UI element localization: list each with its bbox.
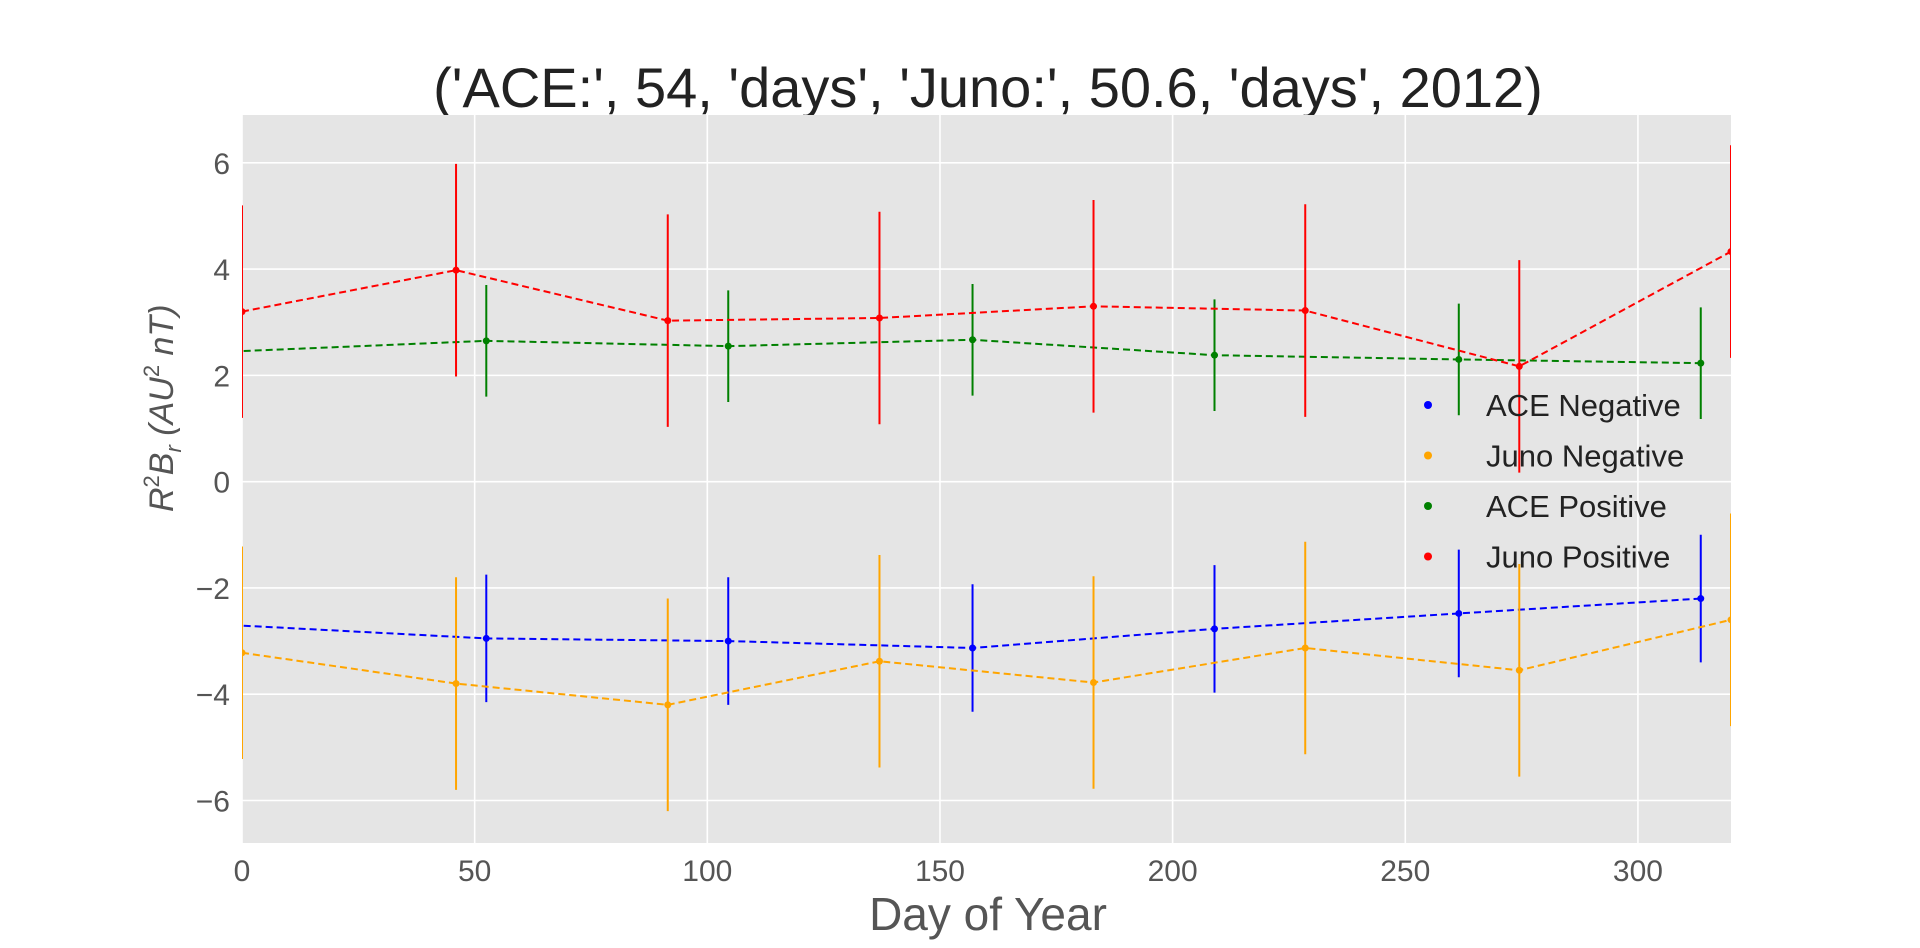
data-point <box>482 337 490 345</box>
series-ace-negative <box>229 534 1705 712</box>
y-tick-label: 0 <box>213 467 230 500</box>
legend-marker <box>1424 451 1432 460</box>
data-point <box>664 317 672 325</box>
x-tick-label: 200 <box>1148 855 1198 888</box>
data-point <box>875 314 883 322</box>
data-point <box>1090 302 1098 310</box>
legend-marker <box>1424 502 1432 510</box>
series-layer <box>229 145 1731 812</box>
data-point <box>1697 595 1705 603</box>
legend-item: Juno Negative <box>1424 439 1684 474</box>
data-point <box>1515 362 1523 370</box>
series-line <box>242 250 1731 368</box>
data-point <box>452 266 460 274</box>
data-point <box>1211 625 1219 633</box>
legend-item: ACE Positive <box>1424 489 1667 524</box>
legend-item: ACE Negative <box>1424 388 1681 423</box>
ylabel-unit-close: nT) <box>143 304 181 364</box>
data-point <box>452 680 460 688</box>
data-point <box>664 701 672 709</box>
y-tick-label: −2 <box>196 573 230 606</box>
data-point <box>1455 355 1463 363</box>
plot-area <box>242 115 1731 843</box>
data-point <box>482 634 490 642</box>
series-juno-positive <box>242 145 1731 473</box>
series-clip-group <box>229 145 1731 812</box>
chart-title: ('ACE:', 54, 'days', 'Juno:', 50.6, 'day… <box>433 56 1543 119</box>
data-point <box>1090 679 1098 687</box>
legend-item: Juno Positive <box>1424 540 1670 575</box>
data-point <box>1301 307 1309 315</box>
data-point <box>229 348 236 355</box>
data-point <box>1727 248 1731 256</box>
ylabel-base: R <box>143 487 181 512</box>
data-point <box>1515 666 1523 674</box>
legend-marker <box>1424 401 1432 409</box>
x-tick-label: 100 <box>682 855 732 888</box>
data-point <box>969 644 977 652</box>
ylabel-mid: B <box>143 453 181 476</box>
data-point <box>242 649 246 657</box>
series-ace-positive <box>229 283 1705 419</box>
legend-label: Juno Positive <box>1486 540 1670 575</box>
legend-marker <box>1424 552 1432 561</box>
data-point <box>969 336 977 344</box>
data-point <box>1455 609 1463 617</box>
ylabel-sup2: 2 <box>139 365 164 377</box>
legend-label: ACE Positive <box>1486 489 1667 524</box>
y-tick-labels: −6 −4 −2 0 2 4 6 <box>196 148 230 819</box>
legend-label: ACE Negative <box>1486 388 1681 423</box>
x-tick-label: 300 <box>1613 855 1663 888</box>
data-point <box>875 657 883 665</box>
x-tick-label: 50 <box>458 855 491 888</box>
ylabel-sub: r <box>161 444 186 453</box>
y-axis-label: R2Br (AU2 nT) <box>139 304 186 512</box>
data-point <box>1727 616 1731 624</box>
data-point <box>1211 351 1219 359</box>
ylabel-sup1: 2 <box>139 475 164 487</box>
ylabel-unit-open: (AU <box>143 377 181 445</box>
series-juno-negative <box>242 513 1731 812</box>
x-tick-labels: 0 50 100 150 200 250 300 <box>234 855 1663 888</box>
y-tick-label: 4 <box>213 254 230 287</box>
data-point <box>724 342 732 350</box>
legend: ACE Negative Juno Negative ACE Positive Jun… <box>1424 388 1684 575</box>
data-point <box>1301 644 1309 652</box>
data-point <box>229 622 236 629</box>
x-axis-label: Day of Year <box>869 888 1107 940</box>
data-point <box>724 637 732 645</box>
y-tick-label: 2 <box>213 360 230 393</box>
y-tick-label: 6 <box>213 148 230 181</box>
x-tick-label: 0 <box>234 855 251 888</box>
x-tick-label: 250 <box>1380 855 1430 888</box>
data-point <box>1697 359 1705 367</box>
y-tick-label: −4 <box>196 679 230 712</box>
x-tick-label: 150 <box>915 855 965 888</box>
legend-label: Juno Negative <box>1486 439 1684 474</box>
series-line <box>242 618 1731 706</box>
grid <box>241 115 1731 843</box>
y-tick-label: −6 <box>196 785 230 818</box>
data-point <box>242 308 246 316</box>
